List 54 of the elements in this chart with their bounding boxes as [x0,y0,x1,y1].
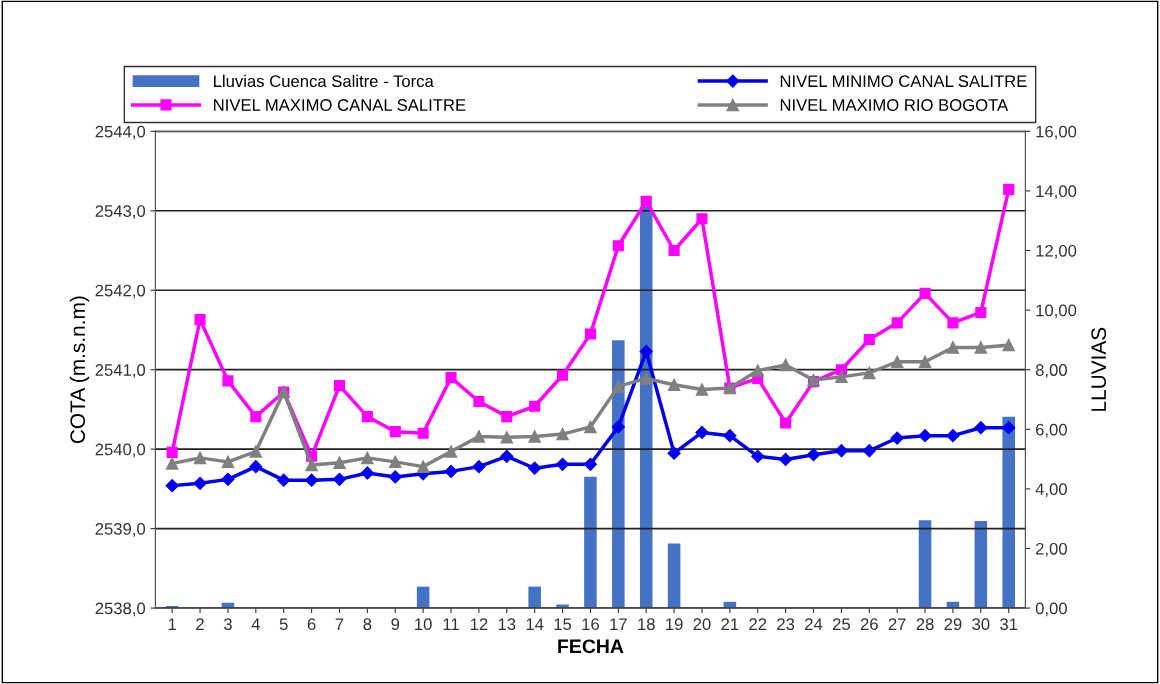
legend-label: NIVEL MAXIMO RIO BOGOTA [780,99,1009,111]
y-tick-label: 2540,0 [95,443,146,458]
x-tick-label: 11 [443,618,459,630]
y-tick-label: 2541,0 [95,364,146,378]
x-tick-label: 15 [554,618,572,631]
x-tick-label: 29 [944,618,962,631]
x-tick-label: 1 [168,618,176,630]
x-tick-label: 6 [307,618,316,631]
x-tick-label: 18 [638,618,655,631]
x-tick-label: 3 [223,618,232,631]
y2-tick-label: 12,00 [1036,244,1077,259]
y2-axis-title: LLUVIAS [1091,327,1107,411]
y2-tick-label: 14,00 [1036,185,1077,200]
y-axis-title: COTA (m.s.n.m) [69,296,90,444]
legend-label: Lluvias Cuenca Salitre - Torca [214,74,434,88]
x-tick-label: 2 [196,618,204,630]
x-tick-label: 9 [391,618,400,631]
x-tick-label: 31 [1000,618,1018,631]
y2-tick-label: 4,00 [1035,483,1067,498]
y-tick-label: 2539,0 [95,523,146,537]
y2-tick-label: 16,00 [1036,125,1077,140]
y2-tick-label: 2,00 [1036,542,1067,557]
x-tick-label: 16 [582,618,599,631]
x-tick-label: 30 [972,618,990,631]
x-tick-label: 4 [251,618,260,630]
x-tick-label: 27 [888,618,906,630]
y2-tick-label: 6,00 [1036,423,1067,438]
x-tick-label: 23 [777,618,795,631]
x-tick-label: 5 [279,618,288,631]
x-tick-label: 8 [363,618,372,631]
x-tick-label: 22 [749,618,767,630]
y2-tick-label: 0,00 [1035,602,1067,617]
x-tick-label: 26 [860,618,878,631]
x-tick-label: 28 [916,618,934,631]
x-tick-label: 7 [335,618,344,630]
y-tick-label: 2544,0 [95,125,146,140]
legend-label: NIVEL MINIMO CANAL SALITRE [780,75,1027,88]
x-tick-label: 13 [498,618,516,631]
legend-label: NIVEL MAXIMO CANAL SALITRE [214,99,466,111]
x-tick-label: 10 [415,618,432,631]
x-tick-label: 17 [610,618,627,630]
x-tick-label: 24 [805,618,823,630]
x-tick-label: 20 [693,618,711,631]
y-tick-label: 2543,0 [95,205,146,219]
y2-tick-label: 8,00 [1035,364,1067,378]
y2-tick-label: 10,00 [1036,304,1077,319]
x-tick-label: 19 [666,618,683,631]
x-axis-title: FECHA [558,639,624,654]
y-tick-label: 2538,0 [95,602,146,617]
x-tick-label: 14 [526,618,544,630]
y-tick-label: 2542,0 [95,284,146,299]
x-tick-label: 25 [832,618,850,631]
x-tick-label: 21 [721,618,739,630]
x-tick-label: 12 [470,618,488,630]
